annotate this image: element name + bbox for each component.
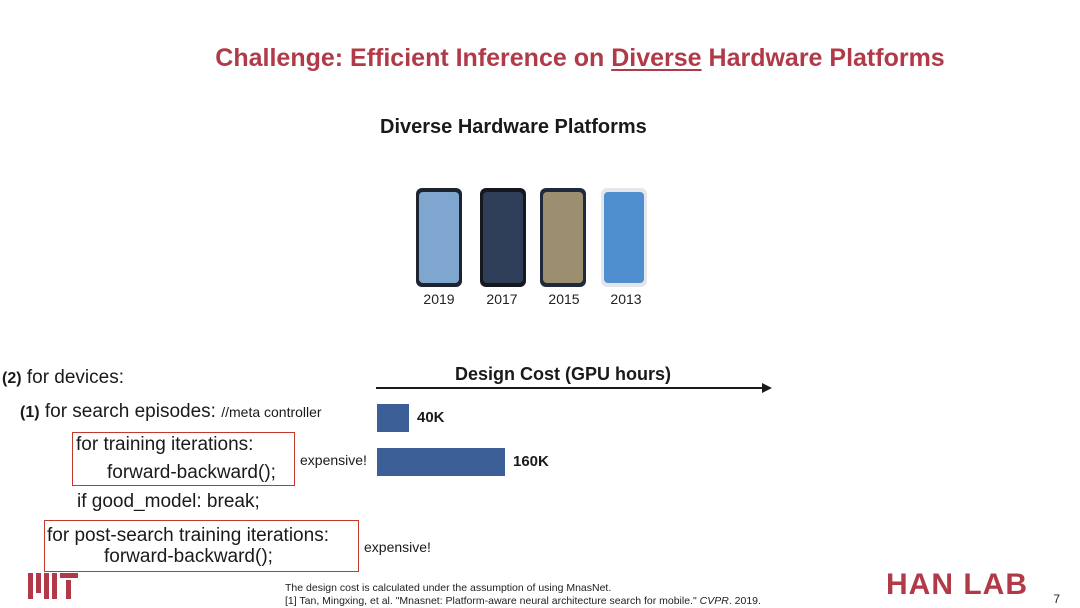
phone-2013-image: [601, 188, 647, 287]
expensive-label: expensive!: [364, 539, 431, 555]
post-search-highlight-box: [44, 520, 359, 572]
phone-screen: [419, 192, 459, 283]
phone-screen: [483, 192, 523, 283]
phone-year-label: 2017: [486, 291, 518, 307]
phone-2015-image: [540, 188, 586, 287]
mit-logo-icon: [28, 573, 78, 599]
bar-value-label: 160K: [513, 453, 549, 470]
slide-subtitle: Diverse Hardware Platforms: [380, 116, 647, 138]
code-line-good-model: if good_model: break;: [77, 491, 260, 512]
title-underlined-word: Diverse: [611, 44, 702, 72]
code-line-forward-backward: forward-backward();: [107, 462, 276, 483]
expensive-label: expensive!: [300, 452, 367, 468]
footer-note: The design cost is calculated under the …: [285, 582, 612, 594]
code-text: for search episodes:: [44, 401, 216, 422]
page-number: 7: [1053, 592, 1060, 606]
phone-screen: [543, 192, 583, 283]
hanlab-logo: HAN LAB: [886, 568, 1028, 602]
footer-reference: [1] Tan, Mingxing, et al. "Mnasnet: Plat…: [285, 595, 761, 607]
slide-title: Challenge: Efficient Inference on Divers…: [0, 44, 1080, 73]
chart-axis: [376, 383, 772, 393]
bar-2: [377, 448, 505, 476]
loop-marker-1: (1): [20, 404, 40, 421]
code-text: for devices:: [26, 367, 124, 388]
phone-year-label: 2013: [610, 291, 642, 307]
phone-2019-image: [416, 188, 462, 287]
hanlab-logo-text: HAN LAB: [886, 568, 1028, 601]
chart-title: Design Cost (GPU hours): [455, 364, 672, 384]
training-iterations-highlight-box: [72, 432, 295, 486]
phone-screen: [604, 192, 644, 283]
title-prefix: Challenge: Efficient Inference on: [215, 44, 612, 72]
code-line-search-episodes: (1) for search episodes: //meta controll…: [20, 401, 322, 423]
code-line-devices: (2) for devices:: [2, 367, 124, 389]
phone-year-label: 2015: [548, 291, 580, 307]
bar-1: [377, 404, 409, 432]
phone-year-label: 2019: [423, 291, 455, 307]
mit-logo: [28, 573, 78, 604]
code-comment: //meta controller: [221, 404, 322, 420]
loop-marker-2: (2): [2, 370, 22, 387]
axis-arrow-icon: [762, 383, 772, 393]
code-line-post-search: for post-search training iterations:: [47, 525, 329, 546]
title-suffix: Hardware Platforms: [701, 44, 945, 72]
phone-2017-image: [480, 188, 526, 287]
code-line-training-iterations: for training iterations:: [76, 434, 254, 455]
code-line-forward-backward: forward-backward();: [104, 546, 273, 567]
bar-value-label: 40K: [417, 409, 445, 426]
